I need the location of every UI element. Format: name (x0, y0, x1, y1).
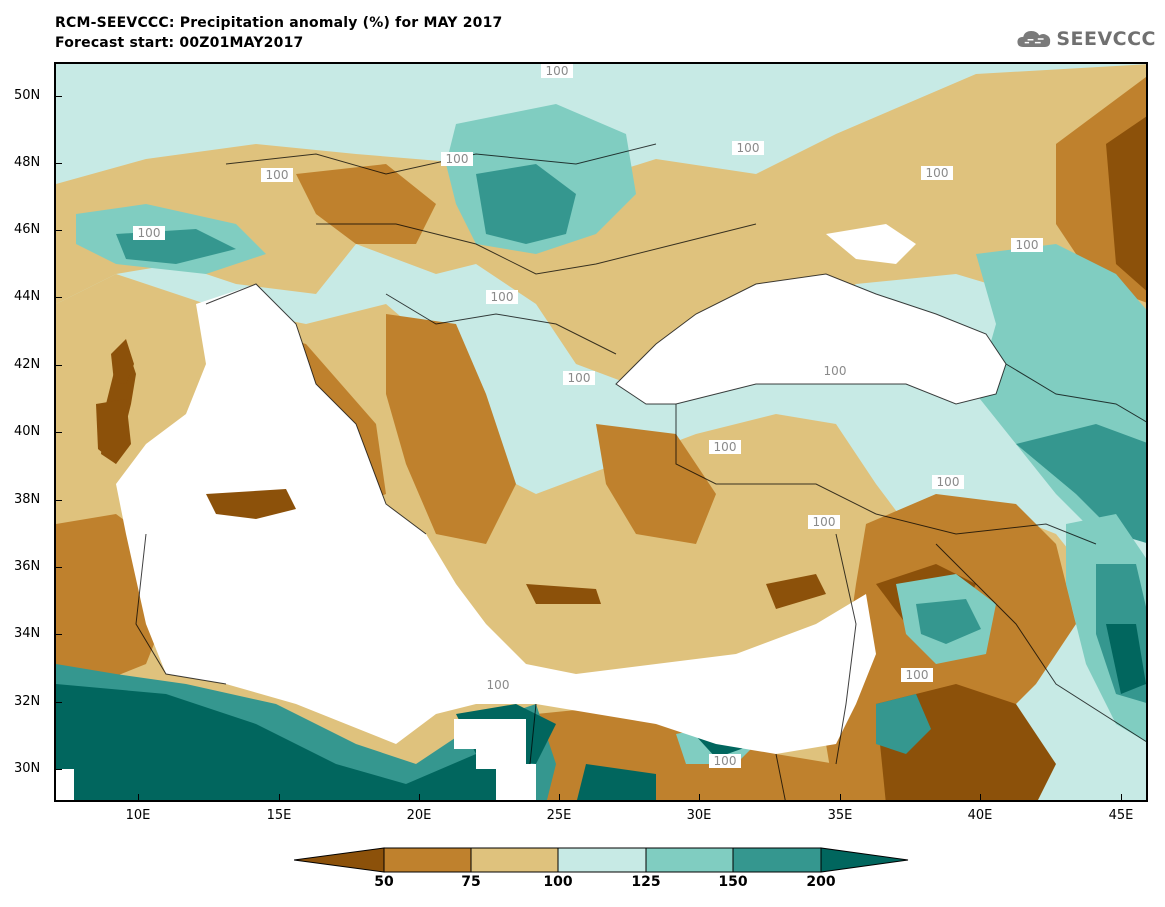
legend-tick-label: 150 (718, 874, 748, 890)
legend-tick-label: 50 (374, 874, 394, 890)
cloud-icon (1017, 31, 1051, 47)
lat-label: 48N (14, 155, 41, 170)
map-canvas: 100 100 100 100 100 100 100 100 100 100 … (56, 64, 1146, 800)
lon-tick (419, 794, 420, 802)
contour-label-100: 100 (487, 678, 510, 692)
lat-tick (54, 500, 62, 501)
lat-label: 44N (14, 289, 41, 304)
lat-tick (54, 769, 62, 770)
lat-label: 46N (14, 222, 41, 237)
lat-label: 42N (14, 357, 41, 372)
lat-tick (54, 365, 62, 366)
contour-label-100: 100 (813, 515, 836, 529)
lat-tick (54, 230, 62, 231)
lon-tick (138, 794, 139, 802)
map-title: RCM-SEEVCCC: Precipitation anomaly (%) f… (55, 13, 502, 53)
legend-swatch-5 (732, 847, 822, 873)
lat-label: 30N (14, 761, 41, 776)
lat-tick (54, 432, 62, 433)
legend-tick-label: 75 (461, 874, 481, 890)
lon-label: 15E (266, 808, 292, 823)
lon-tick (279, 794, 280, 802)
contour-label-100: 100 (266, 168, 289, 182)
legend-swatch-4 (645, 847, 734, 873)
seevccc-logo: SEEVCCC (1016, 22, 1156, 56)
title-line-1: RCM-SEEVCCC: Precipitation anomaly (%) f… (55, 15, 503, 31)
lat-label: 34N (14, 626, 41, 641)
anomaly-map: 100 100 100 100 100 100 100 100 100 100 … (54, 62, 1148, 802)
legend-tick-label: 100 (543, 874, 573, 890)
legend-swatch-0 (294, 847, 385, 873)
contour-label-100: 100 (824, 364, 847, 378)
contour-label-100: 100 (737, 141, 760, 155)
lat-label: 50N (14, 88, 41, 103)
lon-label: 20E (406, 808, 432, 823)
contour-label-100: 100 (491, 290, 514, 304)
lon-label: 45E (1108, 808, 1134, 823)
legend-tick-label: 125 (631, 874, 661, 890)
legend-swatch-6 (820, 847, 909, 873)
lat-tick (54, 634, 62, 635)
contour-label-100: 100 (546, 64, 569, 78)
lon-label: 30E (686, 808, 712, 823)
lat-label: 38N (14, 492, 41, 507)
lat-label: 36N (14, 559, 41, 574)
lon-tick (1121, 794, 1122, 802)
color-legend (294, 847, 909, 873)
legend-tick-label: 200 (806, 874, 836, 890)
contour-label-100: 100 (446, 152, 469, 166)
lon-tick (699, 794, 700, 802)
lat-tick (54, 297, 62, 298)
lon-label: 10E (125, 808, 151, 823)
logo-text: SEEVCCC (1056, 28, 1156, 50)
lon-label: 25E (546, 808, 572, 823)
lon-tick (980, 794, 981, 802)
contour-label-100: 100 (926, 166, 949, 180)
lon-label: 35E (827, 808, 853, 823)
contour-label-100: 100 (937, 475, 960, 489)
contour-labels: 100 100 100 100 100 100 100 100 100 100 … (133, 64, 1043, 768)
lat-tick (54, 163, 62, 164)
lat-label: 32N (14, 694, 41, 709)
legend-swatch-1 (383, 847, 472, 873)
lat-label: 40N (14, 424, 41, 439)
lon-label: 40E (967, 808, 993, 823)
contour-label-100: 100 (1016, 238, 1039, 252)
legend-swatch-2 (470, 847, 559, 873)
lat-tick (54, 567, 62, 568)
contour-label-100: 100 (714, 440, 737, 454)
lat-tick (54, 702, 62, 703)
title-line-2: Forecast start: 00Z01MAY2017 (55, 35, 304, 51)
legend-swatch-3 (557, 847, 647, 873)
lon-tick (559, 794, 560, 802)
lat-tick (54, 96, 62, 97)
contour-label-100: 100 (138, 226, 161, 240)
contour-label-100: 100 (568, 371, 591, 385)
lon-tick (840, 794, 841, 802)
contour-label-100: 100 (906, 668, 929, 682)
contour-label-100: 100 (714, 754, 737, 768)
